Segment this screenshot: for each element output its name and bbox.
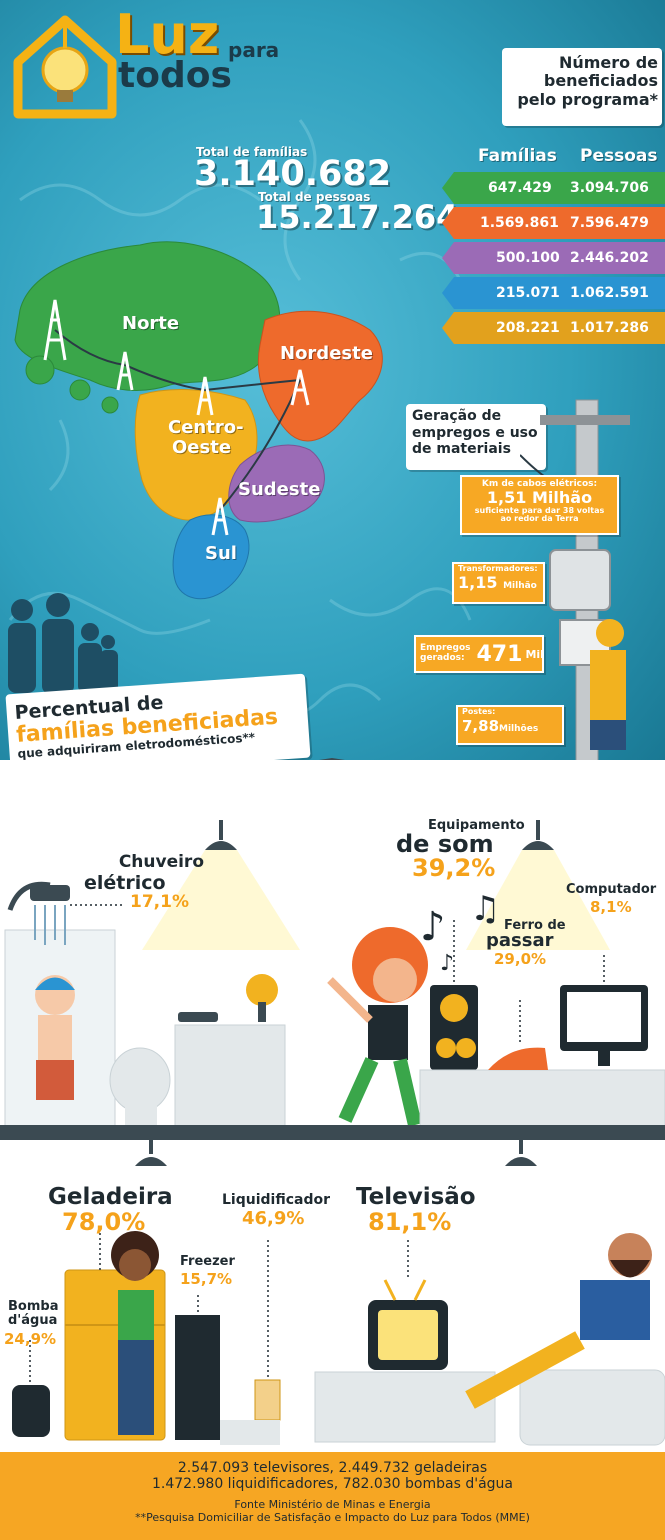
footer-fonte: Fonte Ministério de Minas e Energia [234, 1498, 431, 1511]
geracao-title-3: de materiais [412, 441, 511, 458]
region-nordeste: Nordeste [280, 343, 373, 364]
col-pessoas: Pessoas [580, 146, 658, 166]
bar-norte: 647.429 3.094.706 [442, 172, 665, 204]
empregos-value: 471 [476, 641, 523, 667]
liquidificador-pct: 46,9% [242, 1208, 305, 1229]
geracao-title-1: Geração de [412, 408, 502, 424]
cabos-unit: Milhão [531, 488, 593, 507]
col-familias: Famílias [478, 146, 557, 166]
cabos-value: 1,51 [486, 488, 527, 507]
chuveiro-label-1: Chuveiro [118, 852, 204, 872]
empregos-label-1: Empregos [420, 643, 471, 654]
televisao-label: Televisão [356, 1184, 476, 1210]
house-bulb-icon [13, 15, 117, 119]
total-pessoas-value: 15.217.264 [256, 198, 459, 236]
centro-oeste-pessoas: 1.017.286 [570, 320, 649, 336]
brazil-map [14, 241, 383, 600]
ferro-label-1: Ferro de [504, 918, 566, 933]
cabos-box: Km de cabos elétricos: 1,51 Milhão sufic… [460, 475, 619, 535]
ferro-label-2: passar [486, 930, 554, 951]
svg-text:♪: ♪ [440, 951, 454, 976]
footer-pesquisa: **Pesquisa Domiciliar de Satisfação e Im… [135, 1511, 530, 1524]
postes-box: Postes: 7,88Milhões [456, 705, 564, 745]
cabos-label: Km de cabos elétricos: [481, 479, 598, 489]
chuveiro-pct: 17,1% [130, 892, 189, 912]
total-familias-label: Total de famílias [196, 145, 308, 159]
footer-line1: 2.547.093 televisores, 2.449.732 geladei… [177, 1460, 488, 1476]
postes-label: Postes: [462, 707, 496, 716]
room-lower-scene [12, 1140, 665, 1446]
postes-unit: Milhões [499, 724, 539, 734]
footer: 2.547.093 televisores, 2.449.732 geladei… [0, 1452, 665, 1540]
bomba-label: Bomba d'água [8, 1300, 58, 1327]
region-sul: Sul [205, 543, 237, 564]
bar-sudeste: 500.100 2.446.202 [442, 242, 665, 274]
geracao-title-2: empregos e uso [412, 424, 538, 441]
title-todos: todos [118, 55, 232, 96]
bomba-label-2: d'água [8, 1312, 58, 1328]
centro-oeste-familias: 208.221 [496, 320, 560, 336]
som-label-2: de som [396, 830, 494, 858]
transformadores-box: Transformadores: 1,15 Milhão [452, 562, 545, 604]
beneficiados-title-1: Número de [558, 53, 658, 72]
transformadores-value: 1,15 [458, 573, 498, 592]
freezer-pct: 15,7% [180, 1270, 233, 1288]
room-upper-scene: ♪ ♫ ♪ [4, 820, 665, 1136]
empregos-box: Empregos gerados: 471 Mil [414, 635, 544, 673]
bar-nordeste: 1.569.861 7.596.479 [442, 207, 665, 239]
region-sudeste: Sudeste [238, 479, 321, 500]
title-para: para [228, 38, 280, 62]
cabos-note: suficiente para dar 38 voltas ao redor d… [474, 505, 605, 524]
transformadores-unit: Milhão [503, 581, 537, 591]
ferro-pct: 29,0% [494, 950, 547, 968]
sudeste-pessoas: 2.446.202 [570, 250, 649, 266]
geracao-panel: Geração de empregos e uso de materiais [406, 404, 546, 470]
norte-familias: 647.429 [488, 180, 552, 196]
freezer-label: Freezer [180, 1254, 235, 1269]
beneficiados-title-3: pelo programa* [517, 89, 658, 109]
room-upper: ♪ ♫ ♪ Chuveiro elétrico 17,1% Equipamen [0, 760, 665, 1140]
room-lower: Geladeira 78,0% Liquidificador 46,9% Tel… [0, 1140, 665, 1452]
floor-divider [0, 1125, 665, 1141]
empregos-unit: Mil [525, 647, 544, 661]
televisao-pct: 81,1% [368, 1208, 452, 1236]
region-norte: Norte [122, 313, 180, 334]
bar-centro-oeste: 208.221 1.017.286 [442, 312, 665, 344]
total-pessoas-label: Total de pessoas [258, 190, 371, 204]
computador-pct: 8,1% [590, 898, 632, 916]
title-luz: Luz [115, 3, 220, 66]
postes-value: 7,88 [462, 717, 500, 735]
beneficiados-title-panel: Número de beneficiados pelo programa* [502, 48, 662, 126]
bomba-label-1: Bomba [8, 1299, 59, 1314]
computador-label: Computador [566, 882, 657, 897]
svg-text:♪: ♪ [420, 904, 446, 950]
geladeira-pct: 78,0% [62, 1208, 146, 1236]
transformadores-label: Transformadores: [458, 564, 538, 573]
empregos-label-2: gerados: [420, 653, 465, 663]
bomba-pct: 24,9% [4, 1330, 57, 1348]
nordeste-pessoas: 7.596.479 [570, 215, 649, 231]
sudeste-familias: 500.100 [496, 250, 560, 266]
beneficiados-title-2: beneficiados [543, 71, 658, 91]
chuveiro-label-2: elétrico [84, 872, 166, 894]
family-icon [8, 593, 118, 694]
total-familias-value: 3.140.682 [194, 154, 392, 194]
nordeste-familias: 1.569.861 [480, 215, 559, 231]
bar-sul: 215.071 1.062.591 [442, 277, 665, 309]
sul-pessoas: 1.062.591 [570, 285, 649, 301]
sul-familias: 215.071 [496, 285, 560, 301]
region-centro-oeste-2: Oeste [172, 437, 232, 458]
map-section: Luz para todos Total de famílias 3.140.6… [0, 0, 665, 800]
som-label-1: Equipamento [428, 818, 525, 833]
som-pct: 39,2% [412, 854, 496, 882]
svg-text:♫: ♫ [470, 889, 500, 929]
footer-line2: 1.472.980 liquidificadores, 782.030 bomb… [151, 1476, 513, 1492]
norte-pessoas: 3.094.706 [570, 180, 649, 196]
liquidificador-label: Liquidificador [222, 1192, 330, 1208]
region-centro-oeste-1: Centro- [168, 417, 244, 438]
geladeira-label: Geladeira [48, 1184, 173, 1210]
